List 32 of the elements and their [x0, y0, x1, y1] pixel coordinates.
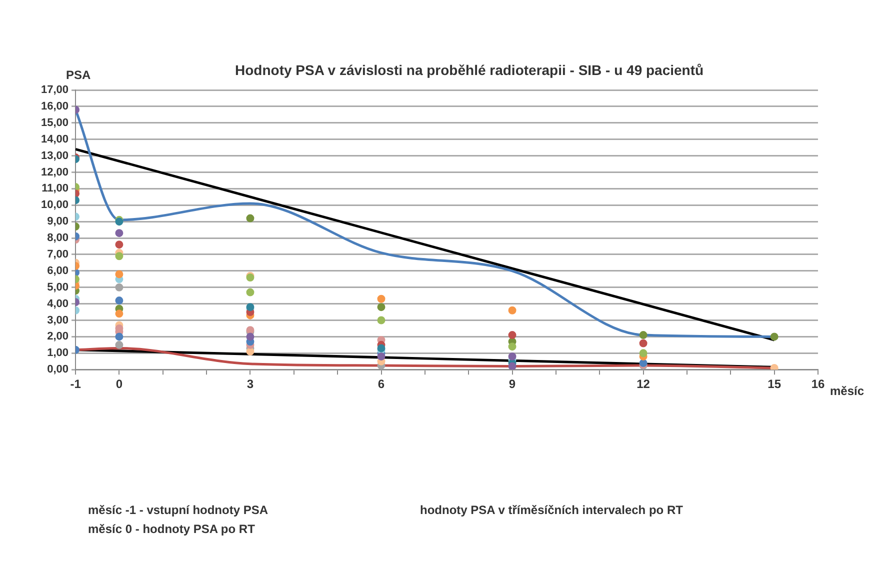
y-tick-label: 0,00 — [47, 364, 69, 376]
y-axis-title: PSA — [66, 68, 91, 82]
y-tick-label: 14,00 — [40, 133, 69, 146]
x-axis-title: měsíc — [830, 384, 864, 398]
x-tick-label: 0 — [116, 377, 123, 392]
y-tick-label: 7,00 — [47, 248, 69, 260]
y-tick-label: 10,00 — [40, 199, 69, 212]
x-tick-label: 12 — [636, 377, 650, 392]
y-tick-label: 3,00 — [47, 314, 69, 326]
y-tick-label: 1,00 — [47, 347, 69, 360]
y-tick-label: 16,00 — [40, 100, 69, 112]
y-tick-label: 12,00 — [40, 166, 69, 178]
x-tick-label: 6 — [378, 377, 385, 392]
x-tick-label: 9 — [508, 377, 516, 392]
text: měsíc -1 - vstupní hodnoty PSA — [88, 503, 268, 517]
y-tick-label: 11,00 — [42, 182, 69, 195]
text: hodnoty PSA v tříměsíčních intervalech po RT — [420, 503, 683, 517]
y-tick-label: 6,00 — [47, 264, 69, 277]
x-tick-label: 16 — [811, 377, 825, 392]
chart-title: Hodnoty PSA v závislosti na proběhlé radioterapii - SIB - u 49 pacientů — [235, 62, 704, 78]
x-tick-label: -1 — [70, 377, 82, 392]
y-tick-label: 13,00 — [40, 150, 69, 162]
x-tick-label: 15 — [768, 377, 782, 392]
y-tick-label: 15,00 — [40, 116, 69, 129]
y-tick-label: 9,00 — [47, 216, 69, 228]
y-tick-label: 17,00 — [40, 84, 69, 96]
y-tick-label: 8,00 — [47, 232, 69, 244]
y-tick-label: 2,00 — [47, 330, 69, 343]
x-tick-label: 3 — [246, 377, 254, 392]
text: měsíc 0 - hodnoty PSA po RT — [88, 522, 255, 536]
y-tick-label: 4,00 — [47, 298, 69, 310]
y-tick-label: 5,00 — [47, 281, 69, 294]
